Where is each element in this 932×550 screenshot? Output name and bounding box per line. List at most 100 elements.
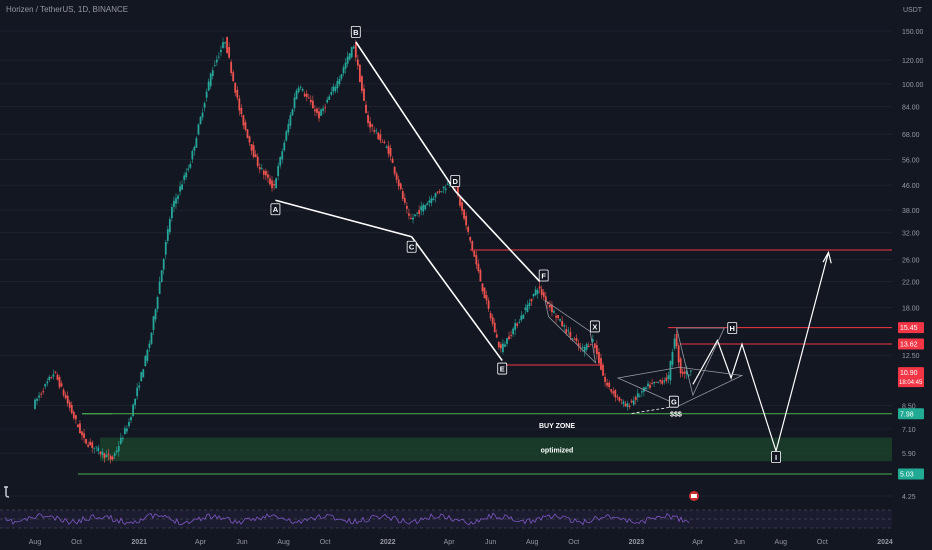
x-tick-label: Oct [568, 539, 579, 546]
wave-line-b-d [355, 41, 456, 192]
candle-body [551, 304, 553, 313]
candle-body [632, 400, 635, 405]
x-tick-label: Apr [195, 539, 207, 546]
candle-body [201, 112, 204, 118]
candle-body [332, 86, 335, 92]
x-tick-label: Jun [734, 539, 745, 546]
candle-body [544, 296, 547, 303]
x-tick-label: Aug [526, 539, 539, 546]
candle-body [659, 379, 662, 382]
candle-body [68, 402, 71, 408]
candle-body [608, 382, 611, 388]
candle-body [314, 109, 316, 112]
candle-body [532, 293, 535, 297]
candle-body [293, 97, 296, 109]
candle-body [481, 283, 484, 292]
candle-body [74, 415, 77, 420]
candle-body [99, 452, 102, 454]
wave-label-box [350, 25, 361, 38]
earnings-flag-inner [691, 494, 697, 498]
rsi-line [4, 512, 690, 526]
candle-body [669, 360, 672, 381]
candle-body [612, 391, 615, 394]
optimized-zone-label: optimized [541, 447, 574, 454]
y-tick-label: 32.00 [902, 231, 920, 238]
candle-body [514, 323, 517, 330]
candle-body [70, 404, 73, 414]
wave-label-box [538, 269, 549, 282]
wave-labels: A B C D E F X G H I [270, 25, 781, 463]
x-tick-label: Aug [29, 539, 42, 546]
candle-body [126, 428, 128, 432]
candle-body [211, 70, 214, 77]
candle-body [316, 108, 318, 113]
candle-body [52, 374, 55, 377]
candle-body [399, 183, 402, 190]
y-tick-label: 38.00 [902, 208, 920, 215]
x-tick-label: Jun [485, 539, 496, 546]
y-tick-label: 84.00 [902, 105, 920, 112]
candle-body [346, 56, 349, 64]
price-badge [898, 322, 924, 334]
y-tick-label: 4.25 [902, 494, 916, 501]
candle-body [195, 138, 198, 148]
wave-label-b: B [353, 28, 359, 37]
candle-body [109, 455, 112, 460]
candle-body [54, 371, 57, 373]
candle-body [64, 394, 67, 399]
candle-body [297, 87, 300, 92]
candle-body [528, 302, 531, 306]
candle-body [655, 381, 658, 383]
candle-body [389, 148, 392, 157]
candle-body [628, 405, 631, 407]
candle-body [412, 217, 414, 220]
wave-line-c-e [410, 236, 503, 362]
candle-body [405, 205, 408, 209]
candle-body [561, 321, 564, 327]
candle-body [324, 107, 327, 109]
candle-body [168, 219, 171, 233]
candle-body [499, 344, 502, 349]
y-tick-label: 68.00 [902, 132, 920, 139]
tradingview-logo-icon[interactable] [2, 486, 12, 498]
candle-body [665, 377, 668, 381]
candle-body [36, 398, 38, 401]
candle-body [228, 47, 231, 58]
candle-body [487, 300, 490, 309]
candle-body [383, 141, 386, 143]
wave-label-box [270, 203, 281, 216]
price-badge-label: 13.62 [900, 342, 918, 349]
candle-body [267, 174, 269, 178]
candle-body [440, 191, 443, 193]
candle-body [354, 43, 357, 58]
candle-body [285, 131, 288, 141]
y-tick-label: 100.00 [902, 82, 924, 89]
candle-body [244, 122, 247, 130]
x-tick-label: Apr [444, 539, 456, 546]
candle-body [479, 270, 482, 282]
candle-body [226, 37, 228, 53]
candle-body [661, 380, 664, 384]
candle-body [595, 345, 598, 355]
candle-body [326, 99, 329, 103]
candle-body [555, 315, 557, 318]
candle-body [222, 42, 224, 48]
candle-body [685, 370, 688, 375]
candle-body [649, 384, 651, 388]
candle-body [207, 81, 210, 91]
candle-body [581, 346, 584, 348]
candle-body [575, 338, 578, 342]
candle-body [136, 387, 139, 397]
candle-body [91, 442, 94, 448]
candle-body [230, 61, 233, 73]
axis-unit: USDT [903, 7, 923, 14]
countdown-label: 18:04:45 [899, 380, 923, 386]
time-axis[interactable]: Aug Oct 2021 Apr Jun Aug Oct 2022 Apr Jun Aug Oct 20… [29, 539, 893, 546]
price-axis[interactable]: USDT 150.00 120.00 100.00 84.00 68.00 56.00 46.… [892, 0, 932, 550]
candle-body [287, 124, 290, 133]
projection-path [692, 252, 830, 454]
channel-pattern [544, 299, 597, 364]
candle-body [89, 441, 92, 445]
candle-body [371, 124, 374, 127]
